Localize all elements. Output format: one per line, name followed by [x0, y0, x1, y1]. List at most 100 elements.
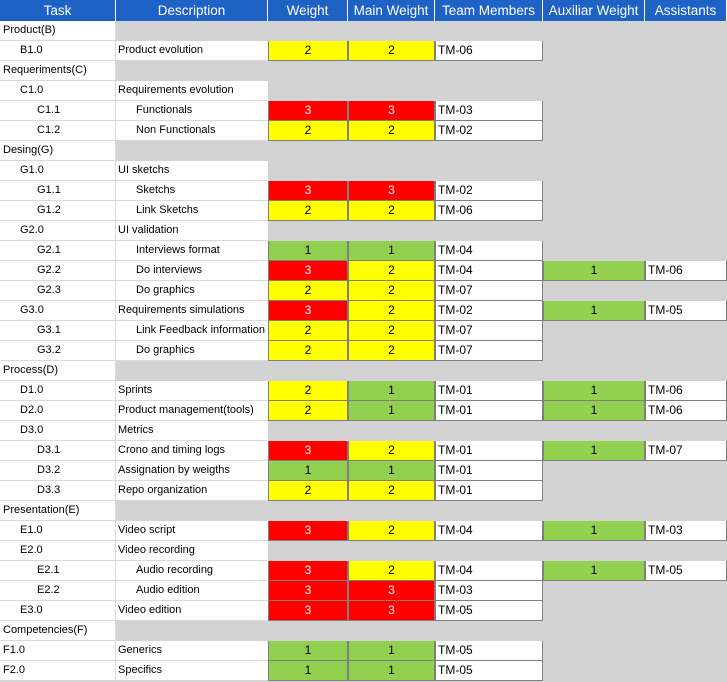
task-cell[interactable]: D3.3	[0, 481, 116, 501]
team-member-cell[interactable]: TM-01	[435, 401, 543, 421]
weight-cell[interactable]: 3	[268, 301, 348, 321]
team-member-cell[interactable]: TM-04	[435, 561, 543, 581]
main-weight-cell[interactable]: 1	[348, 401, 435, 421]
team-member-cell[interactable]: TM-04	[435, 521, 543, 541]
description-cell[interactable]: Product management(tools)	[116, 401, 268, 421]
main-weight-cell[interactable]: 1	[348, 661, 435, 681]
weight-cell[interactable]: 3	[268, 101, 348, 121]
task-cell[interactable]: G3.0	[0, 301, 116, 321]
weight-cell[interactable]: 2	[268, 121, 348, 141]
assistant-cell[interactable]: TM-07	[645, 441, 727, 461]
header-task[interactable]: Task	[0, 0, 116, 21]
weight-cell[interactable]: 2	[268, 481, 348, 501]
weight-cell[interactable]: 2	[268, 321, 348, 341]
weight-cell[interactable]: 3	[268, 261, 348, 281]
team-member-cell[interactable]: TM-05	[435, 601, 543, 621]
description-cell[interactable]: Link Feedback information	[116, 321, 268, 341]
team-member-cell[interactable]: TM-07	[435, 281, 543, 301]
header-main-weight[interactable]: Main Weight	[348, 0, 435, 21]
header-team-members[interactable]: Team Members	[435, 0, 543, 21]
description-cell[interactable]: Metrics	[116, 421, 268, 441]
weight-cell[interactable]: 2	[268, 381, 348, 401]
main-weight-cell[interactable]: 2	[348, 521, 435, 541]
team-member-cell[interactable]: TM-06	[435, 41, 543, 61]
main-weight-cell[interactable]: 2	[348, 281, 435, 301]
team-member-cell[interactable]: TM-01	[435, 481, 543, 501]
description-cell[interactable]: Functionals	[116, 101, 268, 121]
description-cell[interactable]: Do graphics	[116, 281, 268, 301]
team-member-cell[interactable]: TM-07	[435, 341, 543, 361]
task-cell[interactable]: G3.1	[0, 321, 116, 341]
header-auxiliar-weight[interactable]: Auxiliar Weight	[543, 0, 645, 21]
weight-cell[interactable]: 1	[268, 241, 348, 261]
main-weight-cell[interactable]: 2	[348, 341, 435, 361]
description-cell[interactable]: Crono and timing logs	[116, 441, 268, 461]
team-member-cell[interactable]: TM-05	[435, 661, 543, 681]
weight-cell[interactable]: 3	[268, 561, 348, 581]
weight-cell[interactable]: 2	[268, 41, 348, 61]
weight-cell[interactable]: 2	[268, 201, 348, 221]
description-cell[interactable]: Specifics	[116, 661, 268, 681]
team-member-cell[interactable]: TM-02	[435, 301, 543, 321]
main-weight-cell[interactable]: 2	[348, 121, 435, 141]
description-cell[interactable]: UI validation	[116, 221, 268, 241]
description-cell[interactable]: Sketchs	[116, 181, 268, 201]
weight-cell[interactable]: 1	[268, 461, 348, 481]
description-cell[interactable]: Product evolution	[116, 41, 268, 61]
description-cell[interactable]: Requirements evolution	[116, 81, 268, 101]
task-cell[interactable]: Process(D)	[0, 361, 116, 381]
task-cell[interactable]: F1.0	[0, 641, 116, 661]
team-member-cell[interactable]: TM-01	[435, 381, 543, 401]
assistant-cell[interactable]: TM-05	[645, 301, 727, 321]
task-cell[interactable]: D2.0	[0, 401, 116, 421]
task-cell[interactable]: D3.0	[0, 421, 116, 441]
description-cell[interactable]: Generics	[116, 641, 268, 661]
main-weight-cell[interactable]: 1	[348, 641, 435, 661]
weight-cell[interactable]: 1	[268, 661, 348, 681]
weight-cell[interactable]: 3	[268, 181, 348, 201]
auxiliar-weight-cell[interactable]: 1	[543, 561, 645, 581]
team-member-cell[interactable]: TM-07	[435, 321, 543, 341]
main-weight-cell[interactable]: 2	[348, 41, 435, 61]
assistant-cell[interactable]: TM-06	[645, 401, 727, 421]
description-cell[interactable]: Video edition	[116, 601, 268, 621]
weight-cell[interactable]: 3	[268, 441, 348, 461]
task-cell[interactable]: D3.1	[0, 441, 116, 461]
task-cell[interactable]: G3.2	[0, 341, 116, 361]
description-cell[interactable]: Do interviews	[116, 261, 268, 281]
description-cell[interactable]: Sprints	[116, 381, 268, 401]
assistant-cell[interactable]: TM-06	[645, 261, 727, 281]
header-description[interactable]: Description	[116, 0, 268, 21]
task-cell[interactable]: Requeriments(C)	[0, 61, 116, 81]
main-weight-cell[interactable]: 2	[348, 481, 435, 501]
weight-cell[interactable]: 2	[268, 341, 348, 361]
task-cell[interactable]: Desing(G)	[0, 141, 116, 161]
task-cell[interactable]: G1.2	[0, 201, 116, 221]
task-cell[interactable]: B1.0	[0, 41, 116, 61]
team-member-cell[interactable]: TM-02	[435, 121, 543, 141]
task-cell[interactable]: D3.2	[0, 461, 116, 481]
auxiliar-weight-cell[interactable]: 1	[543, 401, 645, 421]
main-weight-cell[interactable]: 3	[348, 601, 435, 621]
task-cell[interactable]: C1.2	[0, 121, 116, 141]
weight-cell[interactable]: 3	[268, 581, 348, 601]
main-weight-cell[interactable]: 3	[348, 581, 435, 601]
main-weight-cell[interactable]: 1	[348, 381, 435, 401]
description-cell[interactable]: Video recording	[116, 541, 268, 561]
team-member-cell[interactable]: TM-03	[435, 101, 543, 121]
task-cell[interactable]: Product(B)	[0, 21, 116, 41]
auxiliar-weight-cell[interactable]: 1	[543, 381, 645, 401]
team-member-cell[interactable]: TM-03	[435, 581, 543, 601]
task-cell[interactable]: E2.1	[0, 561, 116, 581]
description-cell[interactable]: Repo organization	[116, 481, 268, 501]
team-member-cell[interactable]: TM-04	[435, 261, 543, 281]
task-cell[interactable]: G2.0	[0, 221, 116, 241]
team-member-cell[interactable]: TM-01	[435, 441, 543, 461]
main-weight-cell[interactable]: 2	[348, 441, 435, 461]
description-cell[interactable]: Interviews format	[116, 241, 268, 261]
weight-cell[interactable]: 2	[268, 401, 348, 421]
auxiliar-weight-cell[interactable]: 1	[543, 261, 645, 281]
auxiliar-weight-cell[interactable]: 1	[543, 301, 645, 321]
task-cell[interactable]: Presentation(E)	[0, 501, 116, 521]
task-cell[interactable]: C1.1	[0, 101, 116, 121]
